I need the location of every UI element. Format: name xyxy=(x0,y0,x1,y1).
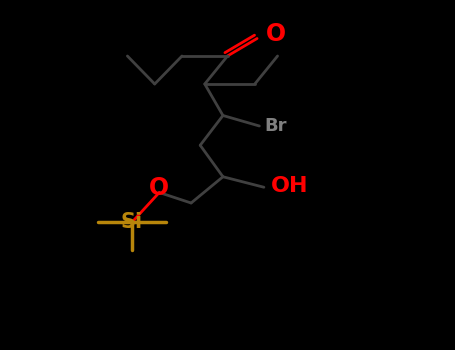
Text: OH: OH xyxy=(271,175,308,196)
Text: O: O xyxy=(149,176,169,200)
Text: O: O xyxy=(266,22,286,46)
Text: Si: Si xyxy=(121,212,143,232)
Text: Br: Br xyxy=(264,117,286,135)
